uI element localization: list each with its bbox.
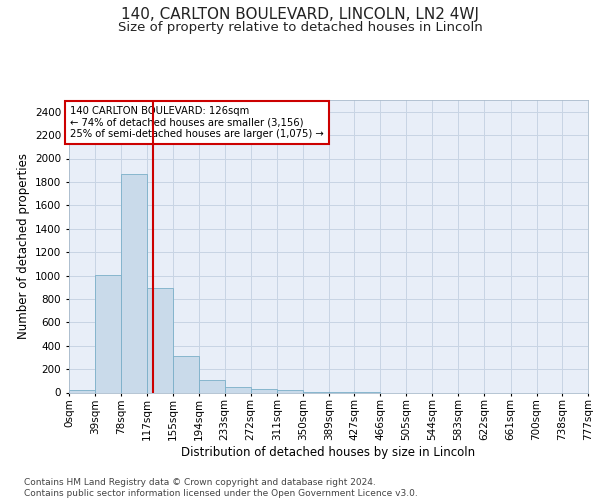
Text: Size of property relative to detached houses in Lincoln: Size of property relative to detached ho…: [118, 21, 482, 34]
X-axis label: Distribution of detached houses by size in Lincoln: Distribution of detached houses by size …: [181, 446, 476, 458]
Bar: [173, 356, 199, 393]
Bar: [121, 174, 147, 392]
Bar: [251, 389, 277, 392]
Y-axis label: Number of detached properties: Number of detached properties: [17, 153, 29, 340]
Bar: [95, 275, 121, 392]
Text: 140, CARLTON BOULEVARD, LINCOLN, LN2 4WJ: 140, CARLTON BOULEVARD, LINCOLN, LN2 4WJ: [121, 8, 479, 22]
Bar: [199, 380, 224, 392]
Bar: [224, 386, 251, 392]
Text: Contains HM Land Registry data © Crown copyright and database right 2024.
Contai: Contains HM Land Registry data © Crown c…: [24, 478, 418, 498]
Bar: [277, 390, 303, 392]
Bar: [69, 390, 95, 392]
Bar: [147, 288, 173, 393]
Text: 140 CARLTON BOULEVARD: 126sqm
← 74% of detached houses are smaller (3,156)
25% o: 140 CARLTON BOULEVARD: 126sqm ← 74% of d…: [70, 106, 324, 139]
